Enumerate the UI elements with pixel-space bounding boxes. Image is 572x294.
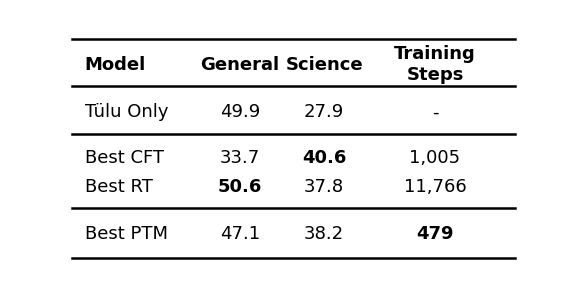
- Text: 50.6: 50.6: [218, 178, 262, 196]
- Text: 37.8: 37.8: [304, 178, 344, 196]
- Text: 49.9: 49.9: [220, 103, 260, 121]
- Text: 38.2: 38.2: [304, 225, 344, 243]
- Text: Best PTM: Best PTM: [85, 225, 168, 243]
- Text: Training
Steps: Training Steps: [394, 45, 476, 84]
- Text: 40.6: 40.6: [302, 148, 347, 166]
- Text: -: -: [432, 103, 438, 121]
- Text: Best RT: Best RT: [85, 178, 153, 196]
- Text: 33.7: 33.7: [220, 148, 260, 166]
- Text: Science: Science: [285, 56, 363, 74]
- Text: General: General: [200, 56, 280, 74]
- Text: Model: Model: [85, 56, 146, 74]
- Text: 47.1: 47.1: [220, 225, 260, 243]
- Text: 1,005: 1,005: [410, 148, 460, 166]
- Text: 11,766: 11,766: [404, 178, 466, 196]
- Text: 479: 479: [416, 225, 454, 243]
- Text: Best CFT: Best CFT: [85, 148, 164, 166]
- Text: 27.9: 27.9: [304, 103, 344, 121]
- Text: Tülu Only: Tülu Only: [85, 103, 168, 121]
